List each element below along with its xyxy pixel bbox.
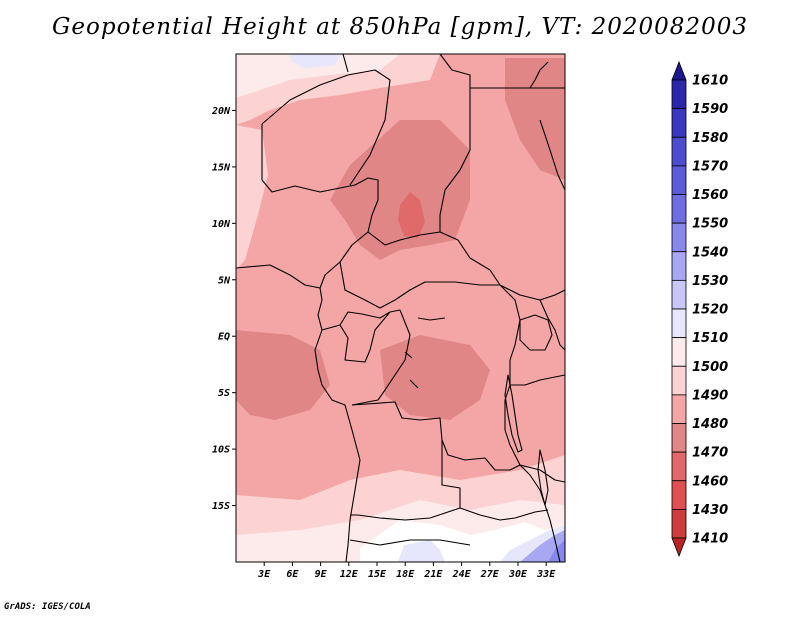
colorbar-swatch (671, 136, 687, 167)
field-west-strip (236, 125, 268, 270)
lat-tick-label: 10N (212, 219, 231, 230)
colorbar-swatch (671, 79, 687, 110)
colorbar-swatch (671, 394, 687, 424)
colorbar-label: 1510 (692, 331, 728, 346)
lake-malawi (537, 449, 549, 506)
lon-tick-label: 12E (340, 569, 359, 580)
lat-tick-label: 10S (212, 445, 230, 456)
border-libya-niger (261, 69, 391, 186)
colorbar-swatch (671, 337, 687, 367)
border-cameroon-gabon-congo (321, 309, 401, 363)
colorbar-top-triangle (671, 60, 687, 81)
lat-tick-label: 15N (212, 162, 231, 173)
field-north-pale (236, 54, 400, 98)
border-drc-angola (351, 401, 521, 471)
colorbar-swatch (671, 251, 687, 281)
red-sea-coast (529, 61, 565, 191)
field-central-max (398, 192, 425, 238)
colorbar-swatch (671, 222, 687, 253)
lon-tick-label: 18E (396, 569, 415, 580)
map-title: Geopotential Height at 850hPa [gpm], VT:… (52, 14, 748, 40)
colorbar-swatch (671, 508, 687, 539)
colorbar-label: 1460 (692, 474, 728, 489)
lat-tick-label: 5S (218, 388, 230, 399)
colorbar-label: 1530 (692, 274, 728, 289)
field-west-dark (236, 330, 330, 420)
colorbar-label: 1500 (692, 360, 728, 375)
latitude-axis: 20N 15N 10N 5N EQ 5S 10S 15S (211, 106, 236, 512)
border-angola-zambia (350, 440, 461, 521)
colorbar-label: 1430 (692, 503, 728, 518)
colorbar-swatch (671, 194, 687, 224)
lon-tick-label: 30E (508, 569, 528, 580)
border-tanzania (510, 374, 565, 483)
field-central-dark (330, 120, 470, 260)
colorbar-label: 1480 (692, 417, 728, 432)
colorbar-label: 1550 (692, 217, 728, 232)
coastline-west-africa (236, 264, 361, 562)
lon-tick-label: 24E (452, 569, 472, 580)
colorbar-swatch (671, 308, 687, 339)
colorbar-swatch (671, 423, 687, 453)
lake-tanganyika (504, 374, 523, 453)
colorbar-swatch (671, 365, 687, 396)
colorbar-label: 1490 (692, 388, 728, 403)
lat-tick-label: 15S (212, 501, 230, 512)
colorbar-label: 1410 (692, 532, 728, 547)
plot-frame (235, 53, 566, 563)
colorbar-swatch (671, 165, 687, 195)
colorbar-label: 1520 (692, 303, 728, 318)
colorbar-swatch (671, 451, 687, 482)
border-libya-sudan (342, 54, 471, 232)
lat-tick-label: 20N (211, 106, 231, 117)
border-zambia-zimbabwe (349, 507, 549, 546)
lon-tick-label: 33E (536, 569, 556, 580)
congo-river (404, 317, 446, 389)
border-nigeria-chad (261, 124, 379, 289)
border-uganda-kenya (539, 299, 565, 351)
colorbar-label: 1580 (692, 131, 728, 146)
field-south-dark (380, 335, 490, 420)
lat-tick-label: EQ (218, 332, 230, 343)
height-field (236, 54, 565, 562)
lon-tick-label: 9E (315, 569, 328, 580)
border-car (339, 231, 500, 309)
longitude-axis: 3E 6E 9E 12E 15E 18E 21E 24E 27E 30E 33E (257, 562, 556, 580)
field-south-blue (398, 525, 565, 562)
lon-tick-label: 3E (257, 569, 271, 580)
colorbar-label: 1470 (692, 446, 728, 461)
field-north-blue (290, 54, 340, 68)
lon-tick-label: 21E (423, 569, 443, 580)
country-borders (236, 54, 565, 562)
colorbar-bottom-triangle (671, 537, 687, 558)
colorbar-swatch (671, 279, 687, 310)
colorbar-label: 1610 (692, 74, 728, 89)
lake-victoria (519, 314, 553, 351)
colorbar-swatch (671, 108, 687, 138)
lat-tick-label: 5N (218, 275, 231, 286)
colorbar-label: 1540 (692, 245, 728, 260)
lon-tick-label: 15E (368, 569, 387, 580)
field-south-blue-deepest (548, 540, 565, 562)
colorbar-label: 1590 (692, 102, 728, 117)
colorbar-swatch (671, 480, 687, 510)
colorbar: 1610 1590 1580 1570 1560 1550 1540 1530 1520 1510… (671, 60, 728, 558)
border-mozambique (544, 504, 561, 562)
lon-tick-label: 6E (286, 569, 299, 580)
colorbar-label: 1560 (692, 188, 728, 203)
border-drc-congo (351, 309, 411, 406)
footer-credit: GrADS: IGES/COLA (4, 602, 91, 612)
colorbar-label: 1570 (692, 159, 728, 174)
lon-tick-label: 27E (480, 569, 500, 580)
